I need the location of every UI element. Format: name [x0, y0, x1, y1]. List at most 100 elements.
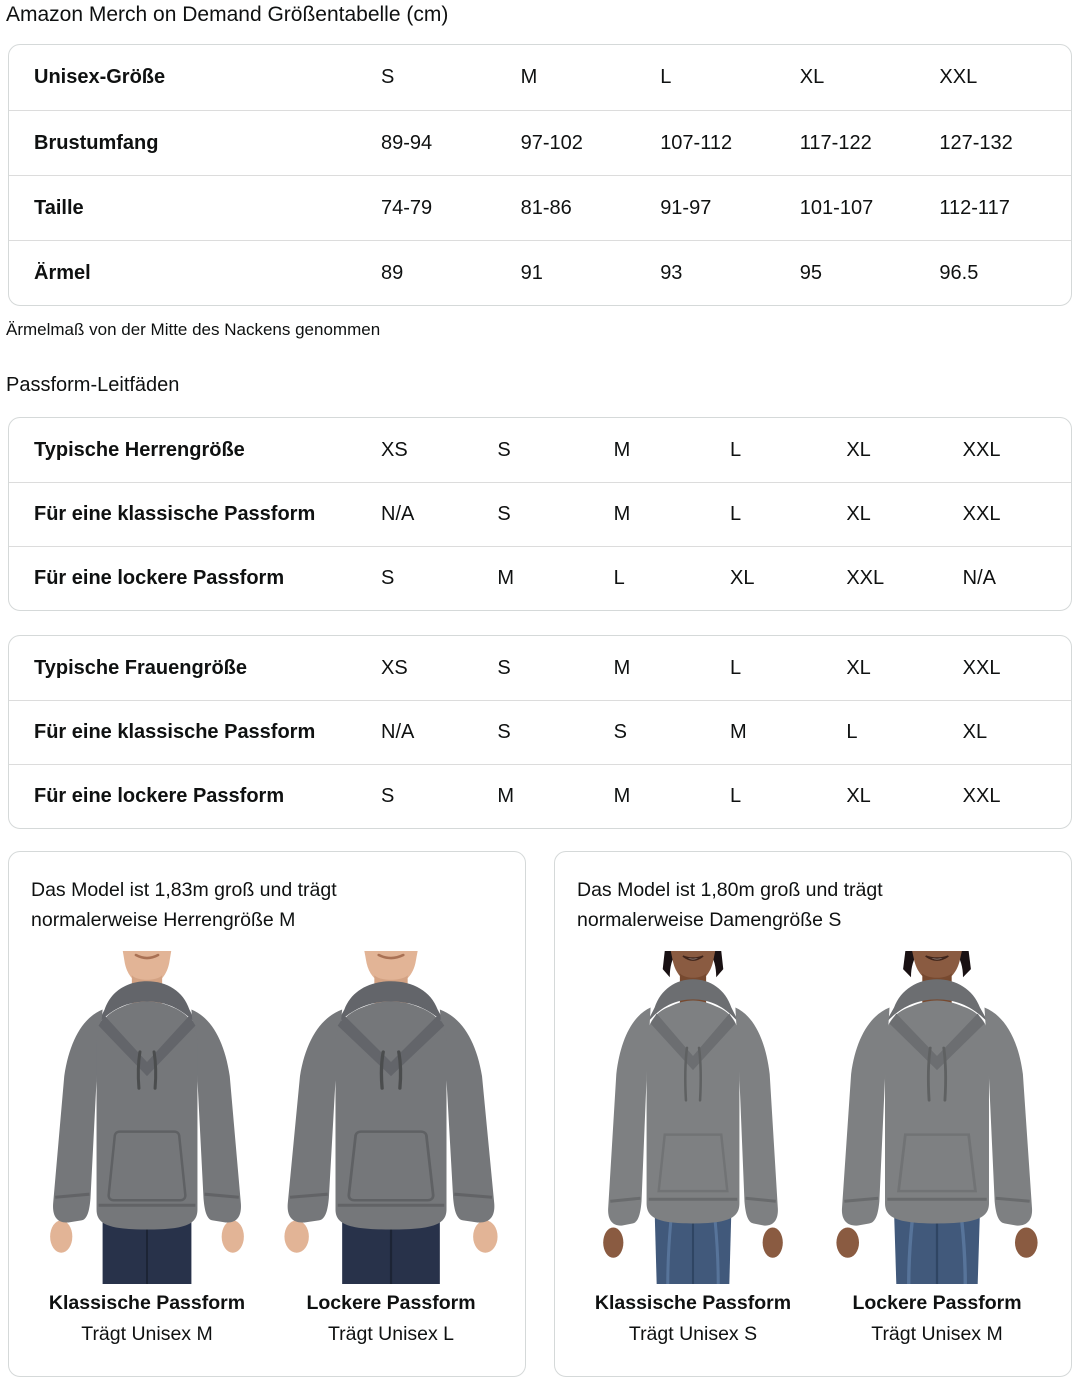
model-photos: Klassische Passform Trägt Unisex S Locke… — [577, 951, 1053, 1346]
table-row-sleeve: Ärmel 89 91 93 95 96.5 — [9, 240, 1071, 305]
size-cell: S — [497, 721, 511, 743]
size-cell: M — [613, 503, 631, 525]
female-model-classic-image — [577, 951, 809, 1284]
row-label: Taille — [34, 196, 84, 219]
value-cell: 81-86 — [520, 196, 572, 219]
model-cards: Das Model ist 1,83m groß und trägt norma… — [8, 851, 1072, 1377]
value-cell: 95 — [799, 261, 823, 284]
size-cell: S — [381, 567, 395, 589]
size-cell: M — [520, 66, 538, 88]
size-cell: L — [613, 567, 625, 589]
size-cell: XL — [846, 503, 871, 525]
size-cell: L — [730, 503, 742, 525]
value-cell: 91-97 — [660, 196, 712, 219]
row-label: Für eine klassische Passform — [34, 503, 316, 525]
size-cell: XXL — [846, 567, 885, 589]
unisex-size-table: Unisex-Größe S M L XL XXL Brustumfang 89… — [8, 44, 1072, 306]
size-cell: XL — [730, 567, 755, 589]
sleeve-measure-note: Ärmelmaß von der Mitte des Nackens genom… — [6, 320, 381, 339]
photo-fit-label: Klassische Passform — [594, 1292, 792, 1315]
size-cell: L — [660, 66, 672, 88]
photo-size-label: Trägt Unisex L — [327, 1323, 455, 1346]
table-row-chest: Brustumfang 89-94 97-102 107-112 117-122… — [9, 110, 1071, 175]
size-cell: XL — [799, 66, 825, 88]
photo-fit-label: Klassische Passform — [48, 1292, 246, 1315]
model-photo-loose-fit: Lockere Passform Trägt Unisex M — [821, 951, 1053, 1346]
model-description: Das Model ist 1,80m groß und trägt norma… — [577, 879, 883, 931]
model-photo-classic-fit: Klassische Passform Trägt Unisex M — [31, 951, 263, 1346]
size-cell: M — [497, 567, 514, 589]
size-cell: XXL — [939, 66, 978, 88]
photo-size-label: Trägt Unisex M — [81, 1323, 213, 1346]
table-row-waist: Taille 74-79 81-86 91-97 101-107 112-117 — [9, 175, 1071, 240]
size-cell: M — [730, 721, 747, 743]
row-label: Brustumfang — [34, 131, 159, 154]
size-cell: L — [730, 785, 742, 807]
size-cell: S — [381, 785, 395, 807]
size-cell: XL — [962, 721, 988, 743]
size-cell: L — [730, 438, 742, 461]
female-model-loose-image — [821, 951, 1053, 1284]
value-cell: 107-112 — [660, 131, 733, 154]
size-cell: M — [497, 785, 514, 807]
size-cell: XL — [846, 438, 871, 461]
value-cell: 74-79 — [381, 196, 433, 219]
row-label: Für eine lockere Passform — [34, 567, 285, 589]
mens-fit-table: Typische Herrengröße XS S M L XL XXL Für… — [8, 417, 1072, 611]
size-cell: XS — [381, 656, 408, 679]
womens-model-card: Das Model ist 1,80m groß und trägt norma… — [554, 851, 1072, 1377]
size-cell: L — [846, 721, 858, 743]
size-cell: XXL — [962, 503, 1001, 525]
row-label: Ärmel — [34, 261, 91, 284]
model-photos: Klassische Passform Trägt Unisex M Locke… — [31, 951, 507, 1346]
size-cell: L — [730, 656, 742, 679]
male-model-loose-image — [275, 951, 507, 1284]
table-row-unisex-size: Unisex-Größe S M L XL XXL — [9, 45, 1071, 110]
row-label: Typische Frauengröße — [34, 656, 248, 679]
model-photo-loose-fit: Lockere Passform Trägt Unisex L — [275, 951, 507, 1346]
size-cell: M — [613, 438, 631, 461]
row-label: Unisex-Größe — [34, 66, 166, 88]
table-row-typical-womens-size: Typische Frauengröße XS S M L XL XXL — [9, 636, 1071, 700]
row-label: Für eine klassische Passform — [34, 721, 316, 743]
size-cell: XL — [846, 785, 871, 807]
value-cell: 117-122 — [799, 131, 872, 154]
male-model-classic-image — [31, 951, 263, 1284]
mens-model-card: Das Model ist 1,83m groß und trägt norma… — [8, 851, 526, 1377]
photo-fit-label: Lockere Passform — [306, 1292, 476, 1315]
size-cell: XXL — [962, 438, 1001, 461]
size-cell: XL — [846, 656, 871, 679]
table-row-classic-fit: Für eine klassische Passform N/A S S M L… — [9, 700, 1071, 764]
size-cell: N/A — [962, 567, 996, 589]
page-title: Amazon Merch on Demand Größentabelle (cm… — [6, 3, 449, 26]
womens-fit-table: Typische Frauengröße XS S M L XL XXL Für… — [8, 635, 1072, 829]
value-cell: 127-132 — [939, 131, 1013, 154]
value-cell: 91 — [520, 261, 543, 284]
size-cell: S — [381, 66, 395, 88]
size-cell: S — [497, 656, 511, 679]
table-row-loose-fit: Für eine lockere Passform S M M L XL XXL — [9, 764, 1071, 828]
table-row-classic-fit: Für eine klassische Passform N/A S M L X… — [9, 482, 1071, 546]
value-cell: 89 — [381, 261, 404, 284]
size-cell: M — [613, 785, 631, 807]
size-cell: N/A — [381, 721, 415, 743]
photo-size-label: Trägt Unisex M — [871, 1323, 1003, 1346]
photo-size-label: Trägt Unisex S — [628, 1323, 758, 1346]
size-cell: S — [613, 721, 627, 743]
value-cell: 96.5 — [939, 261, 979, 284]
model-description: Das Model ist 1,83m groß und trägt norma… — [31, 879, 337, 931]
row-label: Für eine lockere Passform — [34, 785, 285, 807]
table-row-typical-mens-size: Typische Herrengröße XS S M L XL XXL — [9, 418, 1071, 482]
size-cell: XS — [381, 438, 408, 461]
size-cell: M — [613, 656, 631, 679]
fit-guides-heading: Passform-Leitfäden — [6, 374, 180, 396]
value-cell: 101-107 — [799, 196, 874, 219]
table-row-loose-fit: Für eine lockere Passform S M L XL XXL N… — [9, 546, 1071, 610]
size-cell: N/A — [381, 503, 415, 525]
photo-fit-label: Lockere Passform — [852, 1292, 1022, 1315]
size-cell: XXL — [962, 656, 1001, 679]
size-cell: S — [497, 503, 511, 525]
value-cell: 97-102 — [520, 131, 583, 154]
value-cell: 112-117 — [939, 196, 1010, 219]
